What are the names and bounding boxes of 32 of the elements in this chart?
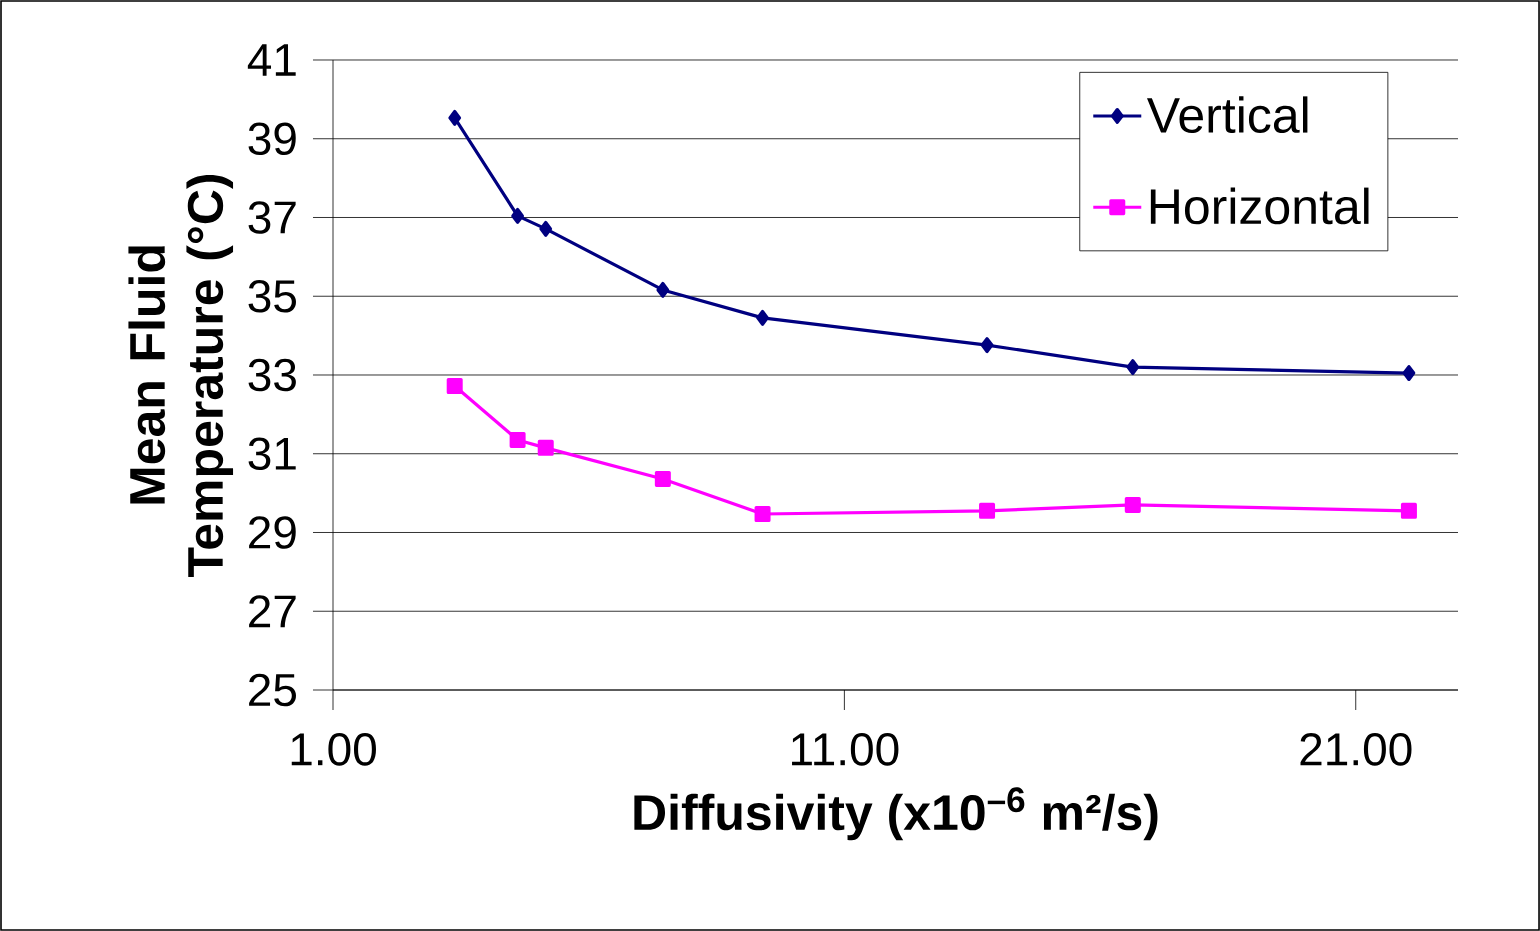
x-tick-label: 21.00 <box>1300 733 1412 766</box>
point <box>539 220 553 237</box>
point <box>980 337 994 354</box>
point <box>537 439 554 456</box>
legend-label: Horizontal <box>1150 187 1369 225</box>
point <box>1126 359 1140 376</box>
point <box>654 470 671 487</box>
point <box>1402 365 1416 382</box>
point <box>979 502 996 519</box>
point <box>509 431 526 448</box>
y-tick-label: 31 <box>248 437 296 471</box>
point <box>656 281 670 298</box>
point <box>448 109 462 126</box>
x-tick-label: 1.00 <box>291 733 376 766</box>
point <box>756 309 769 326</box>
y-axis-title: Mean Fluid Temperature (°C) <box>128 174 234 578</box>
y-tick-label: 25 <box>249 673 296 707</box>
x-axis-title: Diffusivity (x10$^{–6}$ m²/s) <box>634 787 1158 841</box>
point <box>1124 496 1141 513</box>
point <box>511 207 525 224</box>
y-tick-label: 29 <box>249 516 296 549</box>
y-tick-label: 41 <box>247 44 296 76</box>
y-tick-label: 39 <box>248 122 296 156</box>
y-tick-label: 37 <box>248 201 296 234</box>
legend-label: Vertical <box>1146 96 1308 134</box>
y-tick-label: 35 <box>248 279 296 313</box>
y-tick-label: 33 <box>248 358 296 392</box>
x-tick-label: 11.00 <box>792 733 899 766</box>
point <box>754 505 771 522</box>
y-tick-label: 27 <box>249 595 296 628</box>
point <box>1400 502 1417 519</box>
point <box>446 378 463 395</box>
